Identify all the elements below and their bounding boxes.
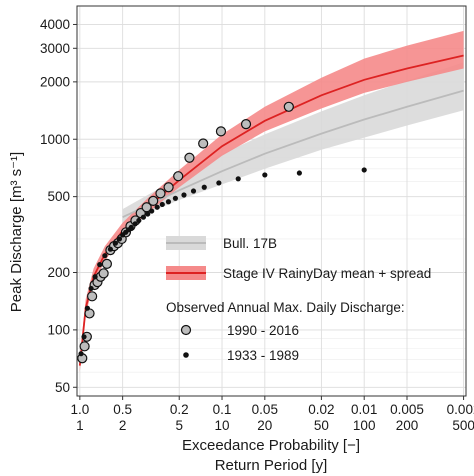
y-tick-label: 500 bbox=[47, 189, 70, 204]
point-1990-2016 bbox=[148, 195, 159, 206]
x-tick-label-probability: 0.005 bbox=[390, 402, 424, 417]
point-1933-1989 bbox=[165, 199, 172, 205]
y-axis-ticks: 50 100 200 500 1000 2000 3000 4000 bbox=[40, 17, 77, 395]
point-1933-1989 bbox=[201, 184, 207, 190]
y-tick-label: 4000 bbox=[40, 17, 70, 32]
y-tick-label: 1000 bbox=[40, 132, 70, 147]
x-tick-label-return-period: 2 bbox=[119, 418, 127, 433]
point-1933-1989 bbox=[88, 285, 94, 292]
y-tick-label: 200 bbox=[47, 265, 70, 280]
point-1990-2016 bbox=[184, 152, 195, 163]
legend: Bull. 17B Stage IV RainyDay mean + sprea… bbox=[166, 236, 431, 363]
point-1933-1989 bbox=[190, 188, 197, 194]
point-1933-1989 bbox=[235, 176, 241, 182]
point-1933-1989 bbox=[181, 192, 187, 198]
legend-title-observed: Observed Annual Max. Daily Discharge: bbox=[166, 300, 405, 315]
point-1933-1989 bbox=[84, 305, 90, 311]
x-tick-label-return-period: 1 bbox=[76, 418, 84, 433]
point-1933-1989 bbox=[145, 211, 151, 217]
point-1933-1989 bbox=[132, 221, 138, 227]
point-1990-2016 bbox=[173, 171, 184, 182]
point-1990-2016 bbox=[101, 258, 113, 269]
point-1933-1989 bbox=[116, 236, 123, 242]
x-tick-label-probability: 0.5 bbox=[113, 402, 132, 417]
legend-marker-1990-2016 bbox=[180, 324, 192, 336]
plot-border bbox=[76, 5, 467, 397]
point-1990-2016 bbox=[79, 341, 90, 352]
point-1990-2016 bbox=[98, 268, 109, 279]
x-tick-label-probability: 0.1 bbox=[213, 402, 232, 417]
point-1933-1989 bbox=[159, 201, 165, 208]
point-1990-2016 bbox=[283, 101, 294, 112]
point-1933-1989 bbox=[102, 253, 108, 259]
point-1933-1989 bbox=[112, 240, 119, 246]
point-1990-2016 bbox=[240, 119, 252, 130]
point-1990-2016 bbox=[215, 126, 227, 137]
legend-marker-1933-1989 bbox=[183, 352, 189, 358]
point-1990-2016 bbox=[155, 188, 166, 199]
point-1990-2016 bbox=[87, 291, 98, 302]
point-1933-1989 bbox=[149, 208, 155, 214]
point-1933-1989 bbox=[128, 224, 134, 230]
point-1933-1989 bbox=[97, 262, 103, 268]
x-tick-label-return-period: 500 bbox=[452, 418, 474, 433]
x-tick-label-return-period: 50 bbox=[314, 418, 329, 433]
y-axis-title: Peak Discharge [m³ s⁻¹] bbox=[8, 152, 25, 312]
point-1933-1989 bbox=[172, 195, 179, 201]
point-1990-2016 bbox=[198, 138, 209, 149]
y-tick-label: 2000 bbox=[40, 74, 70, 89]
x-axis-title-probability: Exceedance Probability [−] bbox=[182, 437, 360, 454]
y-axis-label: Peak Discharge [m³ s⁻¹] bbox=[8, 152, 25, 312]
x-tick-label-probability: 0.2 bbox=[170, 402, 189, 417]
point-1933-1989 bbox=[136, 217, 142, 224]
x-tick-label-return-period: 200 bbox=[396, 418, 419, 433]
x-tick-label-return-period: 100 bbox=[353, 418, 376, 433]
point-1933-1989 bbox=[92, 274, 98, 280]
x-tick-label-probability: 0.02 bbox=[308, 402, 334, 417]
observed-points bbox=[77, 101, 367, 364]
point-1933-1989 bbox=[361, 167, 367, 173]
x-tick-label-probability: 1.0 bbox=[70, 402, 89, 417]
x-tick-label-return-period: 5 bbox=[175, 418, 183, 433]
y-tick-label: 50 bbox=[55, 380, 70, 395]
legend-label-1933-1989: 1933 - 1989 bbox=[227, 348, 299, 363]
x-axis-title-return-period: Return Period [y] bbox=[215, 457, 328, 474]
legend-label-1990-2016: 1990 - 2016 bbox=[227, 323, 299, 338]
point-1933-1989 bbox=[140, 214, 147, 220]
point-1933-1989 bbox=[216, 180, 222, 186]
x-tick-label-probability: 0.05 bbox=[252, 402, 278, 417]
legend-label-bull17b: Bull. 17B bbox=[223, 236, 277, 251]
point-1933-1989 bbox=[262, 172, 268, 178]
point-1933-1989 bbox=[78, 351, 84, 357]
point-1933-1989 bbox=[107, 246, 113, 252]
point-1933-1989 bbox=[296, 170, 302, 176]
x-tick-label-return-period: 20 bbox=[257, 418, 272, 433]
x-tick-label-return-period: 10 bbox=[215, 418, 230, 433]
y-tick-label: 3000 bbox=[40, 41, 70, 56]
point-1990-2016 bbox=[163, 182, 174, 193]
point-1933-1989 bbox=[154, 204, 160, 210]
point-1933-1989 bbox=[81, 334, 87, 340]
y-tick-label: 100 bbox=[47, 322, 70, 337]
x-tick-label-probability: 0.002 bbox=[447, 402, 474, 417]
x-tick-label-probability: 0.01 bbox=[351, 402, 377, 417]
legend-label-stageiv: Stage IV RainyDay mean + spread bbox=[223, 266, 431, 281]
